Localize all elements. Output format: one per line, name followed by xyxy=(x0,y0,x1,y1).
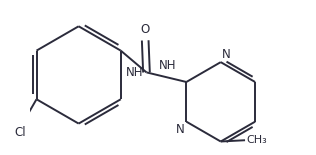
Text: N: N xyxy=(222,48,231,61)
Text: N: N xyxy=(176,123,185,136)
Text: NH: NH xyxy=(126,66,144,79)
Text: O: O xyxy=(141,23,150,36)
Text: CH₃: CH₃ xyxy=(246,135,267,145)
Text: Cl: Cl xyxy=(15,126,26,139)
Text: NH: NH xyxy=(159,59,176,72)
